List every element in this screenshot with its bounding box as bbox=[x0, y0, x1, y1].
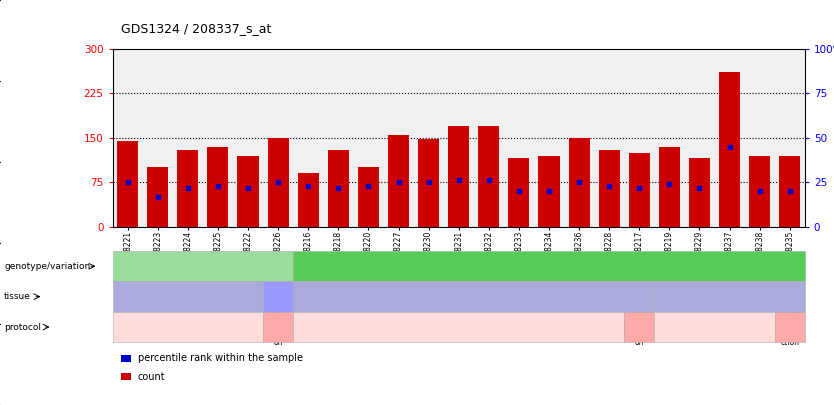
Text: CD3
minus
select
on: CD3 minus select on bbox=[628, 307, 651, 347]
Text: bone marrow: bone marrow bbox=[444, 292, 504, 301]
Text: periph
eral
blood: periph eral blood bbox=[264, 282, 293, 311]
Bar bbox=[418, 139, 440, 227]
Text: protocol: protocol bbox=[4, 322, 41, 332]
Bar bbox=[388, 135, 409, 227]
Text: genotype/variation: genotype/variation bbox=[4, 262, 90, 271]
Text: bone marrow: bone marrow bbox=[158, 292, 218, 301]
Bar bbox=[178, 149, 198, 227]
Bar bbox=[358, 167, 379, 227]
Bar bbox=[659, 147, 680, 227]
Bar bbox=[689, 158, 710, 227]
Text: GDS1324 / 208337_s_at: GDS1324 / 208337_s_at bbox=[121, 22, 271, 35]
Bar bbox=[147, 167, 168, 227]
Text: no selection: no selection bbox=[435, 322, 482, 332]
Bar bbox=[298, 173, 319, 227]
Text: no selection: no selection bbox=[164, 322, 211, 332]
Text: no selection: no selection bbox=[691, 322, 738, 332]
Text: percentile rank within the sample: percentile rank within the sample bbox=[138, 354, 303, 363]
Text: CALM-AF10 negative: CALM-AF10 negative bbox=[499, 261, 600, 271]
Bar bbox=[478, 126, 500, 227]
Bar bbox=[448, 126, 470, 227]
Bar bbox=[268, 138, 289, 227]
Text: CD34
positiv
e sele
ction: CD34 positiv e sele ction bbox=[777, 307, 802, 347]
Bar bbox=[719, 72, 740, 227]
Text: tissue: tissue bbox=[4, 292, 31, 301]
Bar bbox=[328, 149, 349, 227]
Bar bbox=[599, 149, 620, 227]
Text: CALM-AF10 positive: CALM-AF10 positive bbox=[154, 261, 251, 271]
Bar bbox=[539, 156, 560, 227]
Bar bbox=[779, 156, 801, 227]
Bar bbox=[509, 158, 530, 227]
Text: CD3
minus
select
on: CD3 minus select on bbox=[266, 307, 289, 347]
Bar bbox=[208, 147, 229, 227]
Bar bbox=[117, 141, 138, 227]
Bar bbox=[569, 138, 590, 227]
Bar bbox=[629, 153, 650, 227]
Bar bbox=[749, 156, 770, 227]
Text: peripheral blood: peripheral blood bbox=[692, 292, 767, 301]
Bar bbox=[238, 156, 259, 227]
Text: count: count bbox=[138, 372, 165, 382]
